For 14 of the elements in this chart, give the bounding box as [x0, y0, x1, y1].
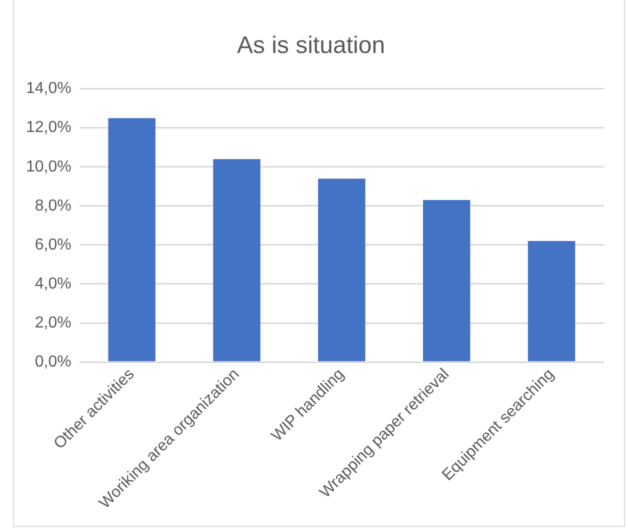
y-tick-label: 8,0%	[34, 197, 72, 214]
y-tick-label: 14,0%	[26, 80, 72, 98]
bar	[318, 178, 366, 362]
bar	[108, 118, 156, 362]
y-tick-label: 0,0%	[34, 353, 72, 370]
bar	[528, 241, 576, 362]
chart-title: As is situation	[236, 32, 386, 60]
bar	[213, 159, 260, 362]
y-tick-label: 2,0%	[34, 314, 72, 332]
y-tick-label: 12,0%	[26, 119, 72, 136]
y-tick-label: 4,0%	[34, 275, 72, 292]
bar	[423, 200, 470, 362]
y-tick-label: 10,0%	[26, 158, 72, 176]
y-tick-label: 6,0%	[34, 236, 72, 254]
